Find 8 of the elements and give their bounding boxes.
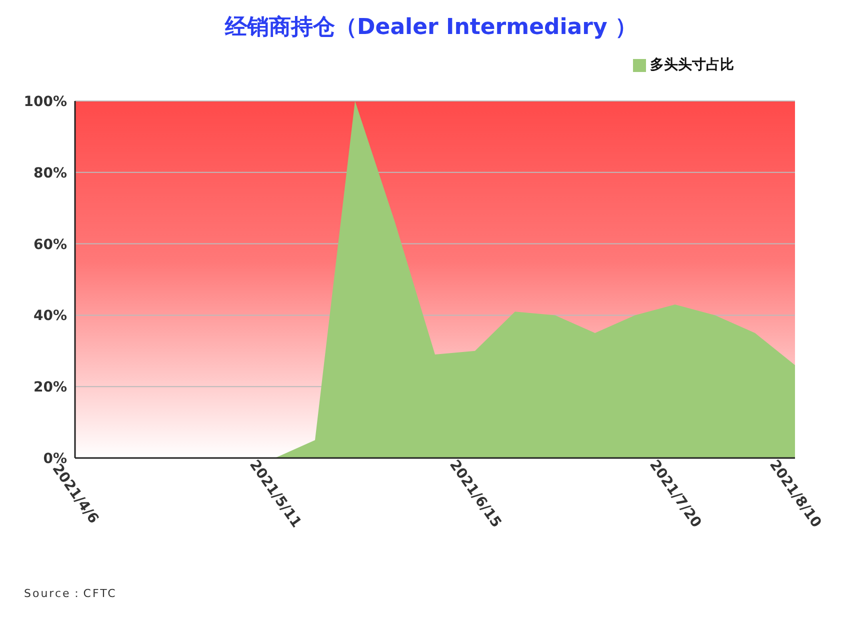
y-tick-label: 60%: [33, 236, 67, 253]
y-tick-label: 40%: [33, 308, 67, 324]
y-tick-label: 80%: [33, 165, 67, 182]
chart-title: 经销商持仓（Dealer Intermediary ）: [224, 14, 638, 42]
y-tick-label: 100%: [24, 94, 67, 110]
y-tick-label: 20%: [33, 380, 67, 396]
source-note: Source：CFTC: [24, 586, 117, 601]
legend-label: 多头头寸占比: [650, 57, 734, 73]
